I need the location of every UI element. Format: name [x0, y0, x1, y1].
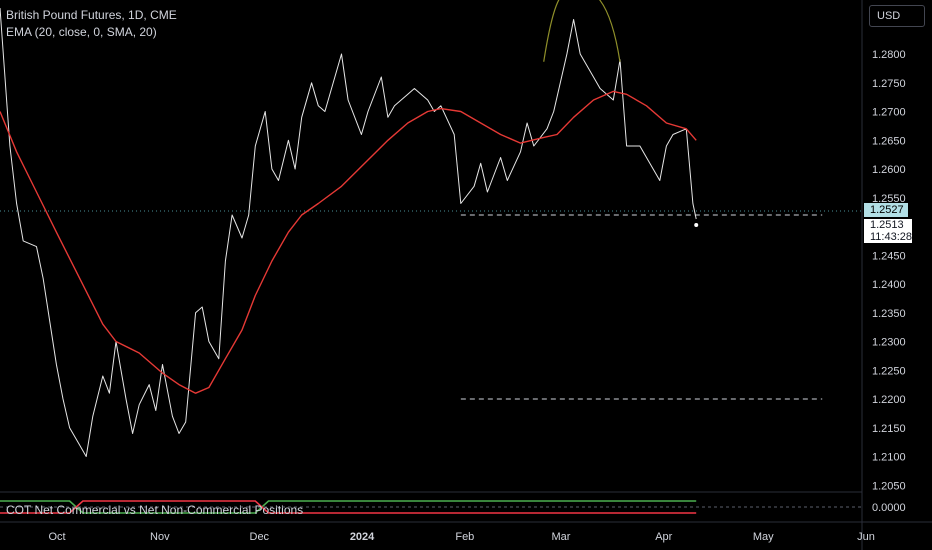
time-tick-label: Apr	[655, 531, 672, 543]
pattern-arc	[543, 0, 621, 62]
price-tick-label: 1.2050	[872, 480, 906, 492]
time-tick-label: Oct	[48, 531, 65, 543]
horizontal-lines	[0, 210, 862, 400]
cot-indicator-pane	[0, 500, 862, 514]
chart-title: British Pound Futures, 1D, CME	[6, 8, 177, 22]
pattern-arc-layer	[543, 0, 621, 62]
price-tick-label: 1.2200	[872, 394, 906, 406]
cot-noncommercial-line	[0, 500, 697, 514]
time-tick-label: Mar	[552, 531, 571, 543]
last-price-box: 1.2513 11:43:28	[864, 219, 912, 243]
ema-series-line	[0, 90, 697, 394]
time-tick-label: May	[753, 531, 774, 543]
cot-zero-label: 0.0000	[872, 502, 906, 514]
time-tick-label: Feb	[455, 531, 474, 543]
time-tick-label: 2024	[350, 531, 375, 543]
time-axis: Oct Nov Dec 2024 Feb Mar Apr May Jun	[48, 531, 874, 543]
price-tick-label: 1.2750	[872, 78, 906, 90]
last-price-dot	[694, 223, 699, 228]
price-series-line	[0, 7, 697, 457]
last-price-label: 1.2513	[870, 219, 904, 231]
price-tick-label: 1.2600	[872, 164, 906, 176]
bar-countdown-label: 11:43:28	[870, 231, 913, 243]
time-tick-label: Jun	[857, 531, 875, 543]
price-tick-label: 1.2150	[872, 423, 906, 435]
price-tick-label: 1.2100	[872, 452, 906, 464]
price-tick-label: 1.2700	[872, 107, 906, 119]
ema-price-badge: 1.2527	[864, 203, 908, 217]
time-tick-label: Nov	[150, 531, 170, 543]
series-layer	[0, 7, 699, 457]
cot-commercial-line	[0, 500, 697, 514]
price-tick-label: 1.2300	[872, 337, 906, 349]
cot-indicator-legend[interactable]: COT Net Commercial vs Net Non-Commercial…	[6, 503, 304, 517]
price-tick-label: 1.2800	[872, 49, 906, 61]
price-tick-label: 1.2650	[872, 135, 906, 147]
price-tick-label: 1.2350	[872, 308, 906, 320]
price-tick-label: 1.2250	[872, 365, 906, 377]
ema-legend[interactable]: EMA (20, close, 0, SMA, 20)	[6, 25, 157, 39]
currency-button[interactable]: USD	[869, 5, 925, 27]
price-tick-label: 1.2450	[872, 250, 906, 262]
price-tick-label: 1.2550	[872, 193, 906, 205]
time-tick-label: Dec	[250, 531, 270, 543]
price-tick-label: 1.2400	[872, 279, 906, 291]
